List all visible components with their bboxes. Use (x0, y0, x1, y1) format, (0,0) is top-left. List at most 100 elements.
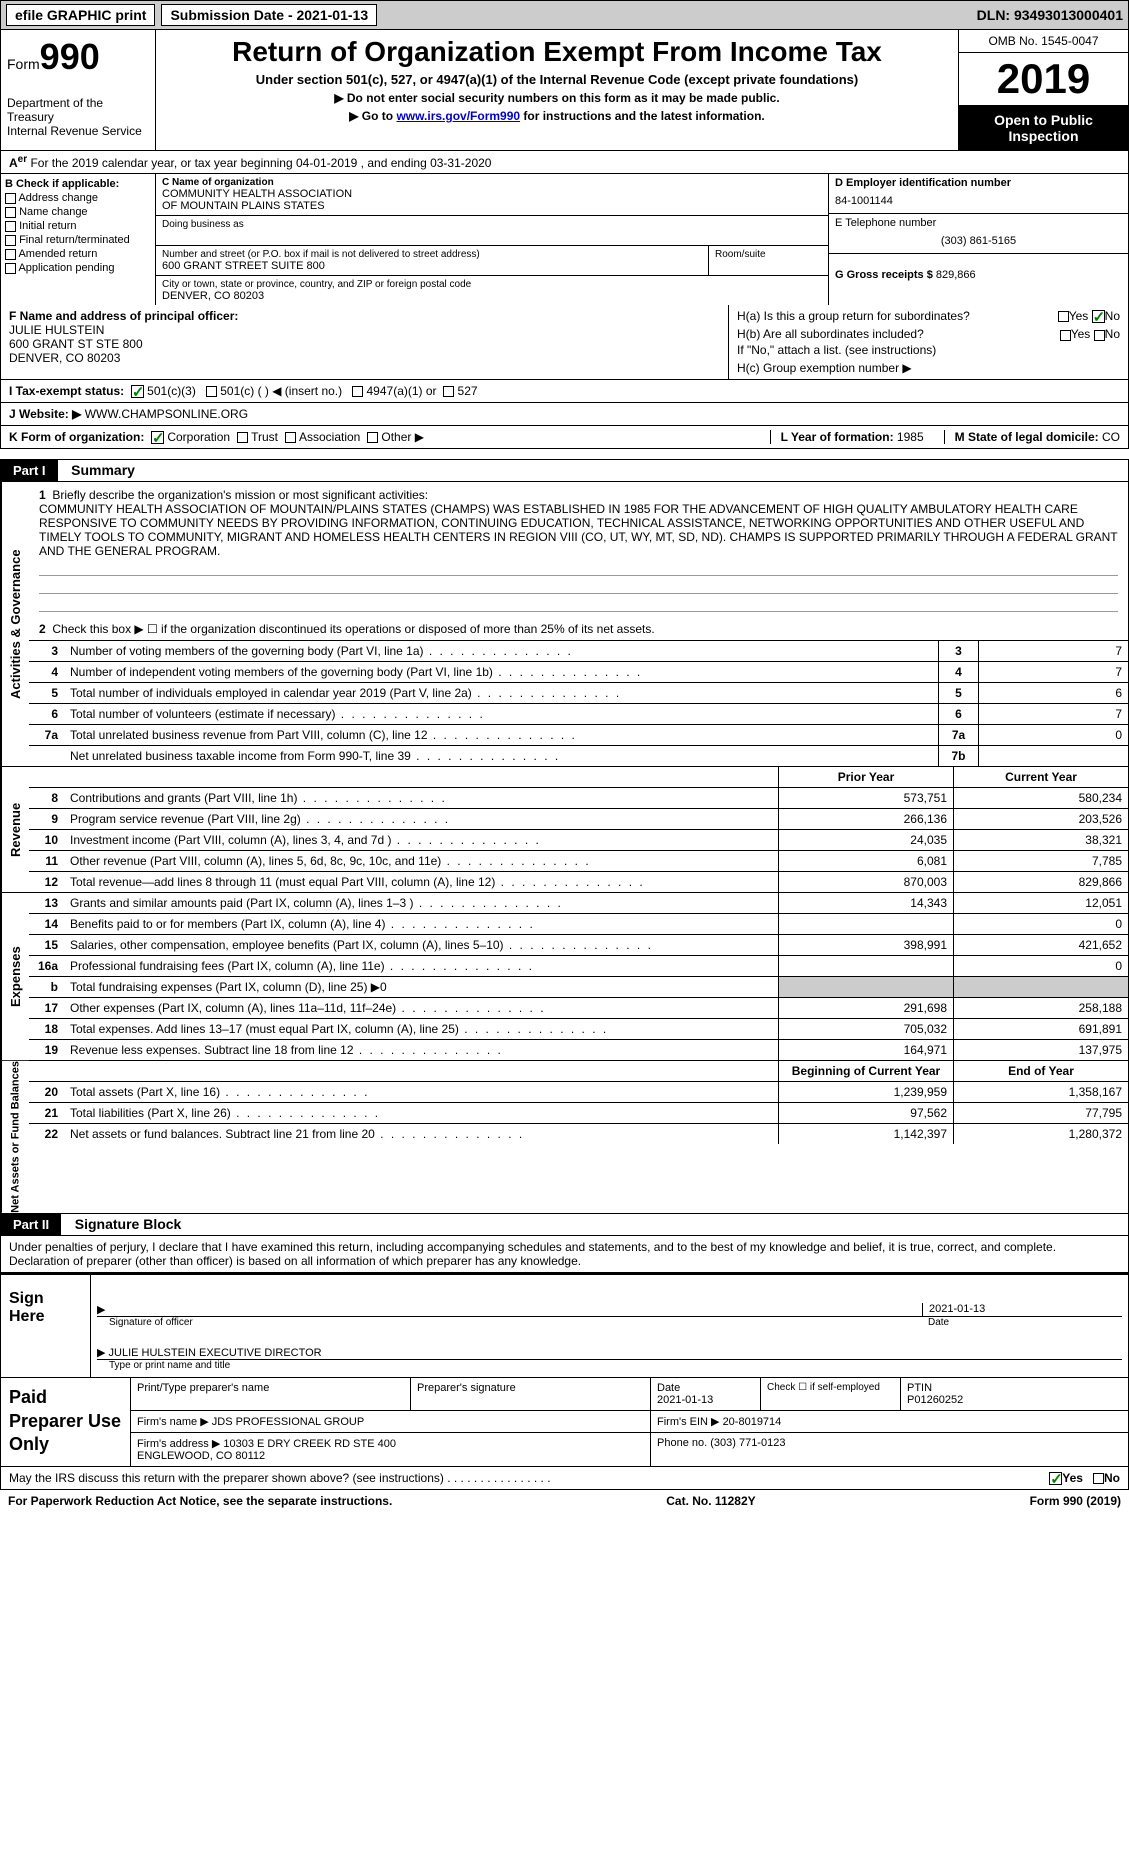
side-activities-label: Activities & Governance (1, 482, 29, 766)
hb-no-checkbox[interactable] (1094, 330, 1105, 341)
gov-row-7b: Net unrelated business taxable income fr… (29, 745, 1128, 766)
rev-row-8: 8Contributions and grants (Part VIII, li… (29, 787, 1128, 808)
net-row-22: 22Net assets or fund balances. Subtract … (29, 1123, 1128, 1144)
side-revenue-label: Revenue (1, 767, 29, 892)
check-other[interactable] (367, 432, 378, 443)
expenses-section: Expenses 13Grants and similar amounts pa… (0, 893, 1129, 1061)
net-assets-section: Net Assets or Fund Balances Beginning of… (0, 1061, 1129, 1214)
gross-receipts-box: G Gross receipts $ 829,866 (829, 254, 1128, 294)
check-amended[interactable]: Amended return (5, 248, 151, 260)
ha-no-checkbox[interactable] (1092, 310, 1105, 323)
section-f-officer: F Name and address of principal officer:… (1, 305, 728, 379)
note-instructions: ▶ Go to www.irs.gov/Form990 for instruct… (166, 109, 948, 123)
gov-row-5: 5Total number of individuals employed in… (29, 682, 1128, 703)
discuss-no-checkbox[interactable] (1093, 1473, 1104, 1484)
paid-preparer-area: Paid Preparer Use Only Print/Type prepar… (1, 1377, 1128, 1466)
omb-number: OMB No. 1545-0047 (959, 30, 1128, 53)
rev-row-10: 10Investment income (Part VIII, column (… (29, 829, 1128, 850)
identity-grid: B Check if applicable: Address change Na… (0, 174, 1129, 305)
perjury-statement: Under penalties of perjury, I declare th… (0, 1236, 1129, 1273)
form-title: Return of Organization Exempt From Incom… (166, 36, 948, 68)
form-990-page: efile GRAPHIC print Submission Date - 20… (0, 0, 1129, 1512)
website-value: WWW.CHAMPSONLINE.ORG (85, 407, 248, 421)
exp-row-b: bTotal fundraising expenses (Part IX, co… (29, 976, 1128, 997)
side-expenses-label: Expenses (1, 893, 29, 1060)
paid-preparer-label: Paid Preparer Use Only (1, 1378, 131, 1466)
check-final-return[interactable]: Final return/terminated (5, 234, 151, 246)
check-assoc[interactable] (285, 432, 296, 443)
form-footer-label: Form 990 (2019) (1030, 1494, 1121, 1508)
section-c-org-info: C Name of organization COMMUNITY HEALTH … (156, 174, 828, 305)
check-527[interactable] (443, 386, 454, 397)
rev-row-11: 11Other revenue (Part VIII, column (A), … (29, 850, 1128, 871)
header-right: OMB No. 1545-0047 2019 Open to Public In… (958, 30, 1128, 150)
revenue-header-row: Prior Year Current Year (29, 767, 1128, 787)
check-corp[interactable] (151, 431, 164, 444)
exp-row-15: 15Salaries, other compensation, employee… (29, 934, 1128, 955)
gov-row-6: 6Total number of volunteers (estimate if… (29, 703, 1128, 724)
header-center: Return of Organization Exempt From Incom… (156, 30, 958, 150)
submission-date-button[interactable]: Submission Date - 2021-01-13 (161, 4, 377, 26)
gov-row-7a: 7aTotal unrelated business revenue from … (29, 724, 1128, 745)
header-left: Form990 Department of the Treasury Inter… (1, 30, 156, 150)
net-row-21: 21Total liabilities (Part X, line 26)97,… (29, 1102, 1128, 1123)
tax-exempt-row: I Tax-exempt status: 501(c)(3) 501(c) ( … (0, 380, 1129, 403)
gov-row-3: 3Number of voting members of the governi… (29, 640, 1128, 661)
website-row: J Website: ▶ WWW.CHAMPSONLINE.ORG (0, 403, 1129, 426)
officer-sig-date: 2021-01-13 (922, 1303, 1122, 1316)
ha-yes-checkbox[interactable] (1058, 311, 1069, 322)
exp-row-14: 14Benefits paid to or for members (Part … (29, 913, 1128, 934)
phone-box: E Telephone number (303) 861-5165 (829, 214, 1128, 254)
exp-row-16a: 16aProfessional fundraising fees (Part I… (29, 955, 1128, 976)
org-name-box: C Name of organization COMMUNITY HEALTH … (156, 174, 828, 216)
check-501c3[interactable] (131, 385, 144, 398)
discuss-row: May the IRS discuss this return with the… (0, 1467, 1129, 1490)
dln-label: DLN: 93493013000401 (977, 7, 1123, 23)
activities-governance-section: Activities & Governance 1 Briefly descri… (0, 482, 1129, 767)
part2-header: Part II Signature Block (0, 1214, 1129, 1236)
check-501c[interactable] (206, 386, 217, 397)
mission-block: 1 Briefly describe the organization's mi… (29, 482, 1128, 618)
k-form-org-row: K Form of organization: Corporation Trus… (0, 426, 1129, 449)
room-box: Room/suite (708, 246, 828, 276)
rev-row-9: 9Program service revenue (Part VIII, lin… (29, 808, 1128, 829)
check-application-pending[interactable]: Application pending (5, 262, 151, 274)
check-initial-return[interactable]: Initial return (5, 220, 151, 232)
side-netassets-label: Net Assets or Fund Balances (1, 1061, 29, 1213)
dept-label: Department of the Treasury Internal Reve… (7, 96, 149, 138)
net-row-20: 20Total assets (Part X, line 16)1,239,95… (29, 1081, 1128, 1102)
form-subtitle: Under section 501(c), 527, or 4947(a)(1)… (166, 72, 948, 87)
officer-name: JULIE HULSTEIN EXECUTIVE DIRECTOR (109, 1347, 322, 1359)
efile-print-button[interactable]: efile GRAPHIC print (6, 4, 155, 26)
bottom-bar: For Paperwork Reduction Act Notice, see … (0, 1490, 1129, 1512)
section-h: H(a) Is this a group return for subordin… (728, 305, 1128, 379)
rev-row-12: 12Total revenue—add lines 8 through 11 (… (29, 871, 1128, 892)
check-trust[interactable] (237, 432, 248, 443)
instructions-link[interactable]: www.irs.gov/Form990 (396, 109, 520, 123)
section-b-checkboxes: B Check if applicable: Address change Na… (1, 174, 156, 305)
dba-box: Doing business as (156, 216, 828, 246)
check-address-change[interactable]: Address change (5, 192, 151, 204)
exp-row-17: 17Other expenses (Part IX, column (A), l… (29, 997, 1128, 1018)
section-fh: F Name and address of principal officer:… (0, 305, 1129, 380)
part1-header: Part I Summary (0, 459, 1129, 482)
check-4947[interactable] (352, 386, 363, 397)
form-number: Form990 (7, 36, 149, 78)
exp-row-18: 18Total expenses. Add lines 13–17 (must … (29, 1018, 1128, 1039)
street-box: Number and street (or P.O. box if mail i… (156, 246, 708, 276)
exp-row-19: 19Revenue less expenses. Subtract line 1… (29, 1039, 1128, 1060)
city-box: City or town, state or province, country… (156, 276, 828, 305)
exp-row-13: 13Grants and similar amounts paid (Part … (29, 893, 1128, 913)
line-2: 2 Check this box ▶ ☐ if the organization… (29, 618, 1128, 640)
revenue-section: Revenue Prior Year Current Year 8Contrib… (0, 767, 1129, 893)
discuss-yes-checkbox[interactable] (1049, 1472, 1062, 1485)
sign-here-label: Sign Here (1, 1275, 91, 1377)
note-ssn: ▶ Do not enter social security numbers o… (166, 91, 948, 105)
ein-box: D Employer identification number 84-1001… (829, 174, 1128, 214)
hb-yes-checkbox[interactable] (1060, 330, 1071, 341)
gov-row-4: 4Number of independent voting members of… (29, 661, 1128, 682)
netassets-header-row: Beginning of Current Year End of Year (29, 1061, 1128, 1081)
check-name-change[interactable]: Name change (5, 206, 151, 218)
form-header: Form990 Department of the Treasury Inter… (0, 30, 1129, 151)
open-inspection: Open to Public Inspection (959, 106, 1128, 150)
